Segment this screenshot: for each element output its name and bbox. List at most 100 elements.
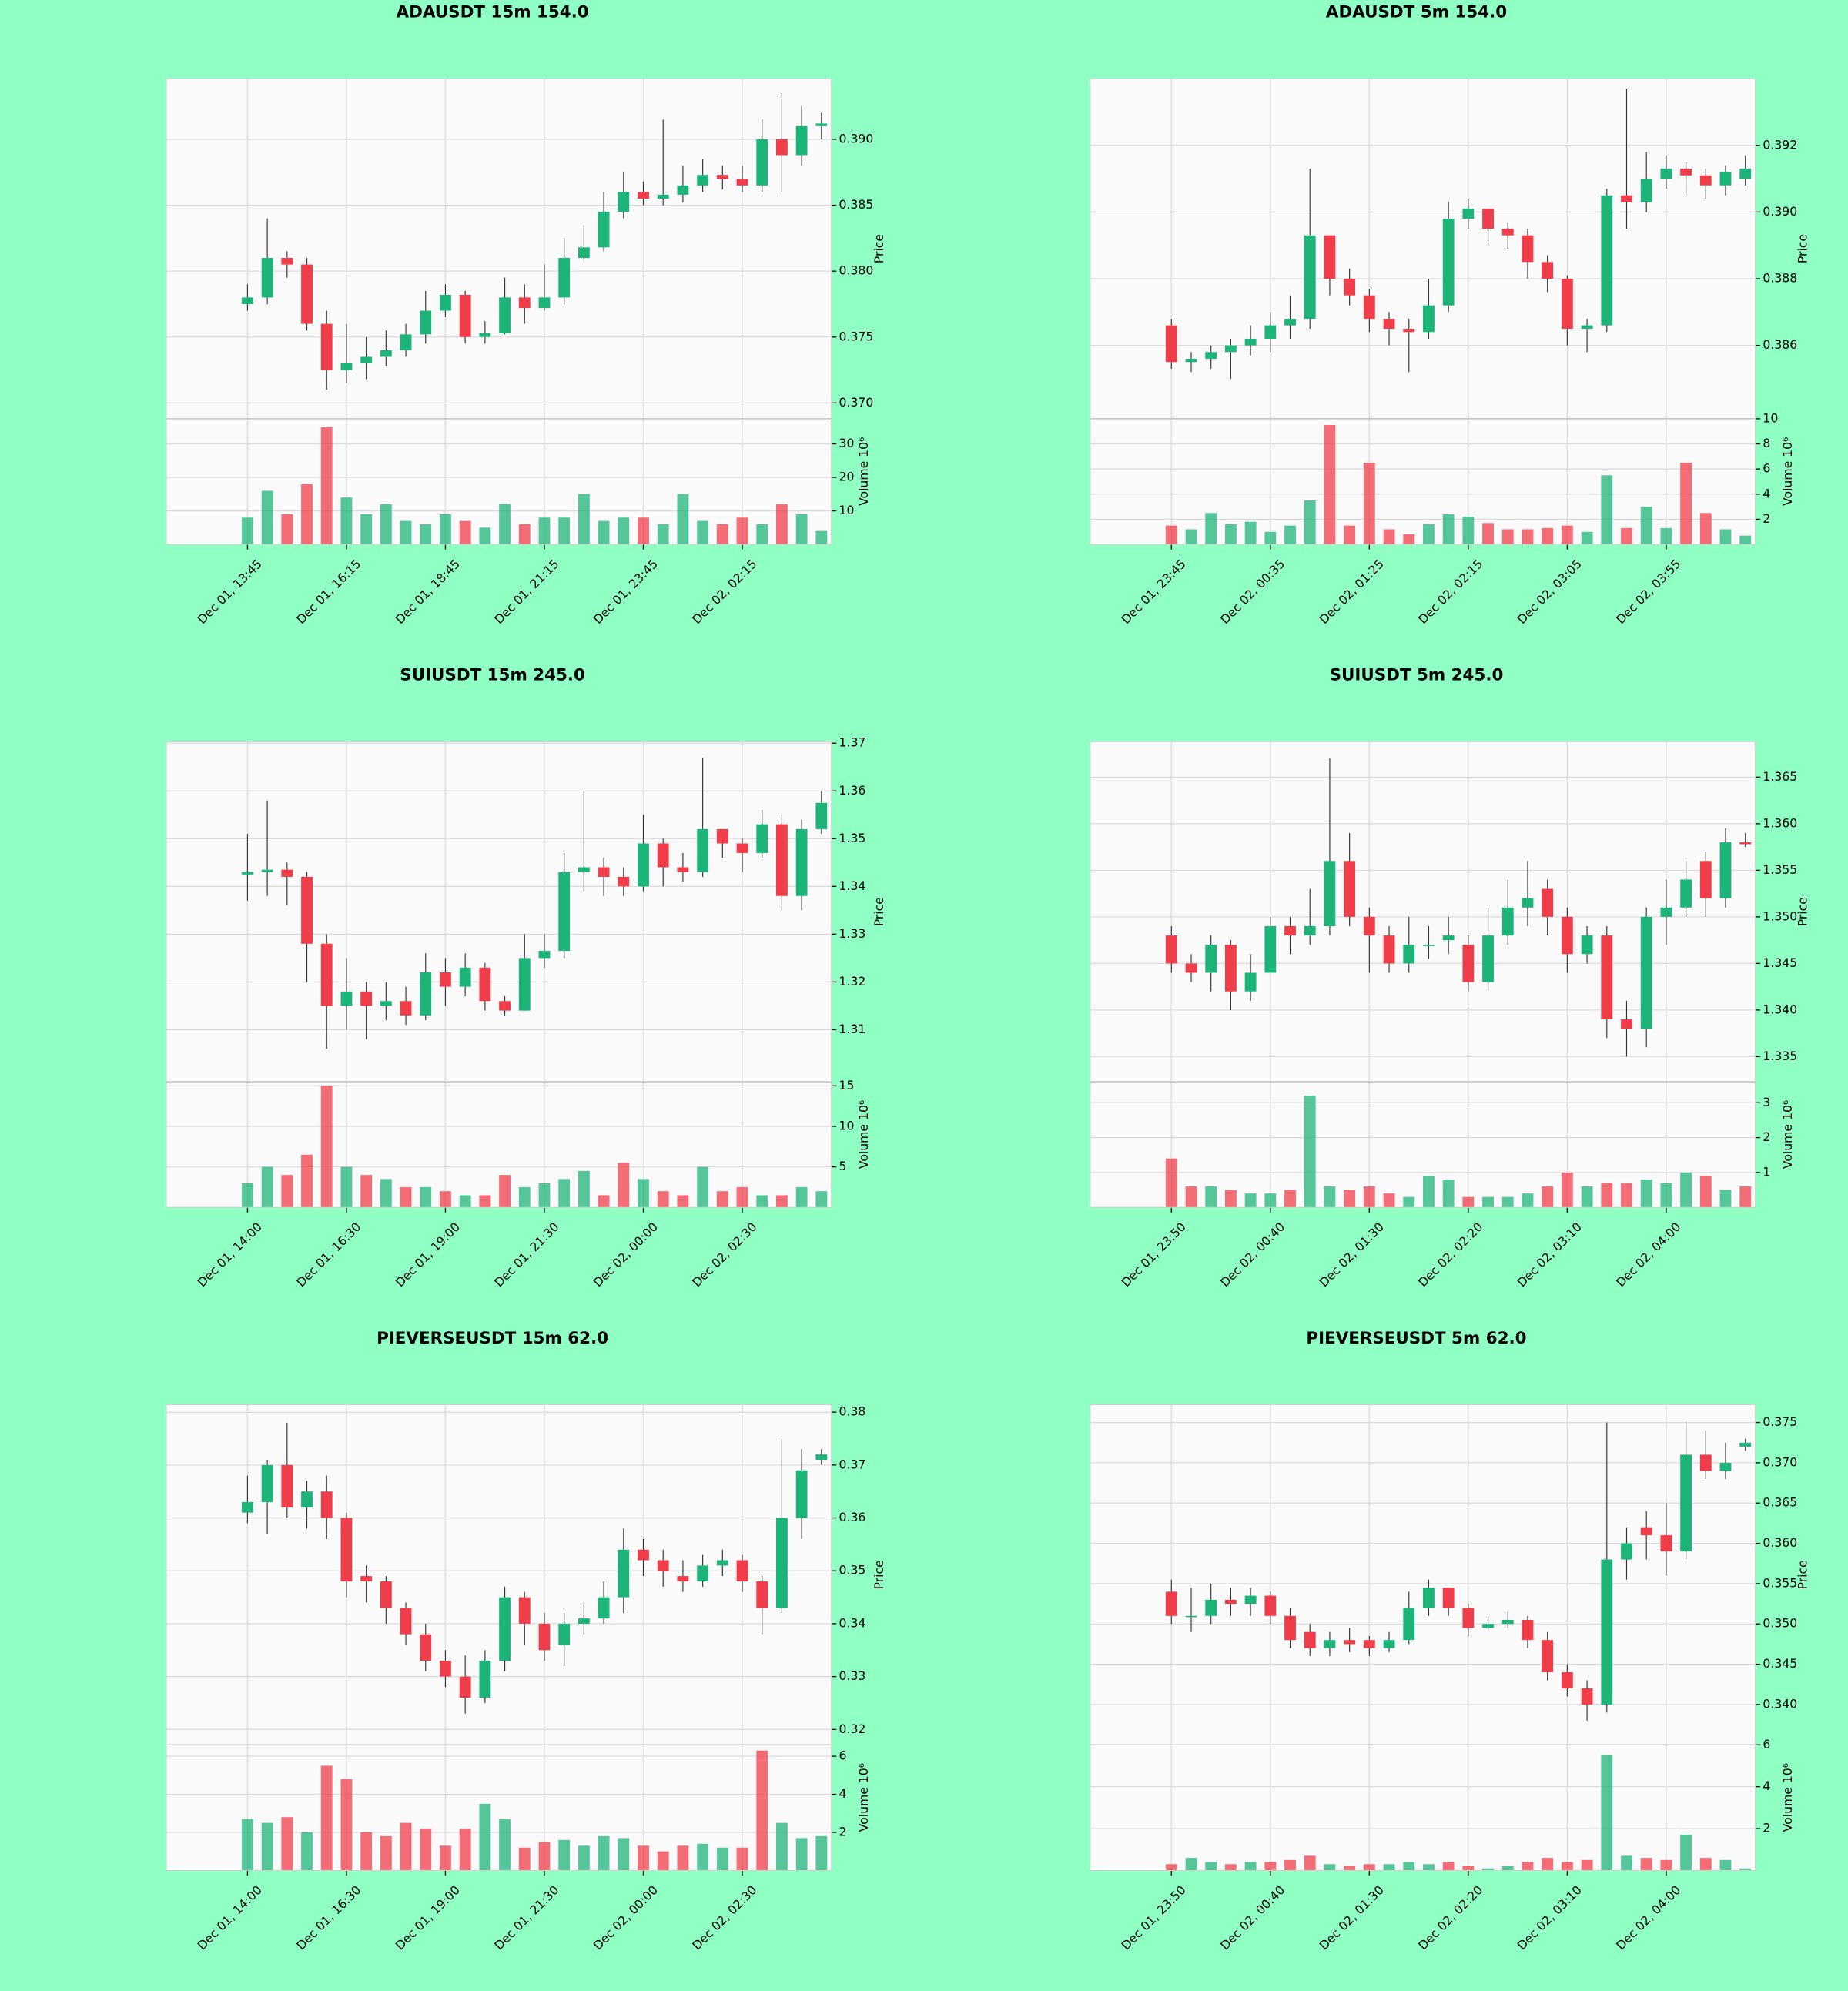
volume-bar (538, 1183, 551, 1208)
candle-body (1482, 1624, 1494, 1628)
candle-body (1423, 1588, 1435, 1608)
volume-bar (578, 1170, 590, 1208)
volume-bar (1502, 529, 1514, 545)
volume-bar (1165, 1158, 1177, 1208)
volume-bar (815, 1835, 828, 1871)
y-tick-label: 0.365 (1763, 1495, 1797, 1510)
volume-bar (716, 524, 728, 545)
x-tick-label: Dec 02, 02:15 (1415, 557, 1485, 627)
x-tick-label: Dec 01, 19:00 (393, 1220, 463, 1290)
candle-body (459, 294, 471, 337)
volume-bar (518, 1186, 531, 1208)
volume-axis-label: Volume 10⁶ (856, 1100, 871, 1169)
candle-body (320, 943, 333, 1006)
candle-body (1403, 945, 1415, 964)
volume-bar (1502, 1866, 1514, 1871)
volume-bar (697, 1843, 709, 1871)
x-tick-label: Dec 01, 21:15 (491, 557, 561, 627)
candle-body (1403, 1608, 1415, 1641)
y-tick-label: 0.355 (1763, 1575, 1797, 1590)
candle-body (1264, 325, 1277, 339)
candle-body (795, 1470, 808, 1518)
volume-bar (697, 520, 709, 545)
y-tick-label: 0.35 (839, 1563, 866, 1578)
volume-bar (776, 1822, 788, 1871)
volume-tick-label: 2 (1763, 1129, 1770, 1144)
candle-body (281, 1464, 293, 1507)
volume-bar (1522, 1193, 1534, 1208)
candle-body (380, 1001, 392, 1006)
volume-bar (1205, 1186, 1217, 1208)
candle-body (716, 1560, 728, 1566)
candle-body (1284, 318, 1296, 326)
candle-body (795, 828, 808, 896)
volume-tick-label: 20 (839, 470, 855, 484)
x-tick-label: Dec 02, 00:40 (1217, 1882, 1287, 1953)
volume-bar (558, 1839, 571, 1871)
candle-body (1561, 916, 1573, 955)
candle-body (261, 258, 273, 298)
volume-bar (1205, 1862, 1217, 1871)
volume-bar (1502, 1196, 1514, 1208)
volume-bar (1344, 1190, 1356, 1208)
y-tick-label: 1.35 (839, 831, 866, 845)
candle-body (1165, 935, 1177, 964)
volume-bar (261, 1166, 273, 1208)
y-tick-label: 1.32 (839, 974, 866, 989)
candle-body (1304, 235, 1316, 319)
candle-body (1383, 318, 1395, 329)
volume-bar (1304, 500, 1316, 545)
volume-bar (677, 1195, 689, 1208)
candle-body (1244, 972, 1257, 992)
volume-bar (320, 427, 333, 545)
volume-bar (1680, 1835, 1692, 1871)
candle-body (420, 310, 432, 335)
chart-panel: ADAUSDT 15m 154.0 0.370 0.375 0.380 0.385 0.3… (166, 2, 886, 627)
y-tick-label: 0.360 (1763, 1535, 1797, 1550)
candle-body (578, 1618, 590, 1624)
volume-bar (1442, 1179, 1455, 1208)
candle-body (716, 175, 728, 179)
volume-bar (1601, 1755, 1613, 1871)
candle-body (756, 139, 768, 186)
candle-body (1680, 169, 1692, 176)
candle-body (1640, 179, 1652, 202)
candle-body (1621, 195, 1632, 202)
x-tick-label: Dec 02, 03:10 (1515, 1882, 1585, 1953)
y-tick-label: 0.392 (1763, 137, 1797, 152)
y-axis-label: Price (1796, 234, 1810, 263)
volume-bar (1739, 1868, 1752, 1871)
x-tick-label: Dec 02, 02:20 (1415, 1882, 1485, 1953)
candle-body (1462, 945, 1475, 982)
volume-bar (420, 524, 432, 545)
candle-body (1244, 1595, 1257, 1605)
candle-body (1561, 279, 1573, 329)
volume-bar (795, 514, 808, 545)
candle-body (261, 869, 273, 872)
candle-body (1561, 1672, 1573, 1688)
chart-panel: ADAUSDT 5m 154.0 0.386 0.388 0.390 0.392 2 4 6 8… (1090, 2, 1810, 627)
plot-frame (1090, 1404, 1756, 1871)
volume-bar (1383, 1193, 1395, 1208)
candle-body (677, 1576, 689, 1581)
volume-tick-label: 6 (1763, 1737, 1770, 1752)
candle-body (1205, 1599, 1217, 1616)
volume-bar (1284, 525, 1296, 545)
candle-body (459, 1676, 471, 1698)
volume-bar (1284, 1190, 1296, 1208)
candle-body (1284, 925, 1296, 936)
volume-bar (301, 1832, 313, 1871)
candle-body (499, 1001, 511, 1011)
x-tick-label: Dec 01, 23:45 (591, 557, 661, 627)
chart-panel: SUIUSDT 5m 245.0 1.335 1.340 1.345 1.350 1.35… (1090, 666, 1810, 1290)
volume-bar (1660, 1183, 1672, 1208)
volume-bar (1522, 1862, 1534, 1871)
volume-bar (340, 1166, 353, 1208)
volume-bar (795, 1838, 808, 1871)
volume-bar (1205, 513, 1217, 545)
volume-bar (815, 1191, 828, 1208)
candle-body (756, 824, 768, 853)
candle-body (1621, 1543, 1632, 1560)
candle-body (479, 1661, 491, 1698)
volume-bar (1185, 1186, 1197, 1208)
